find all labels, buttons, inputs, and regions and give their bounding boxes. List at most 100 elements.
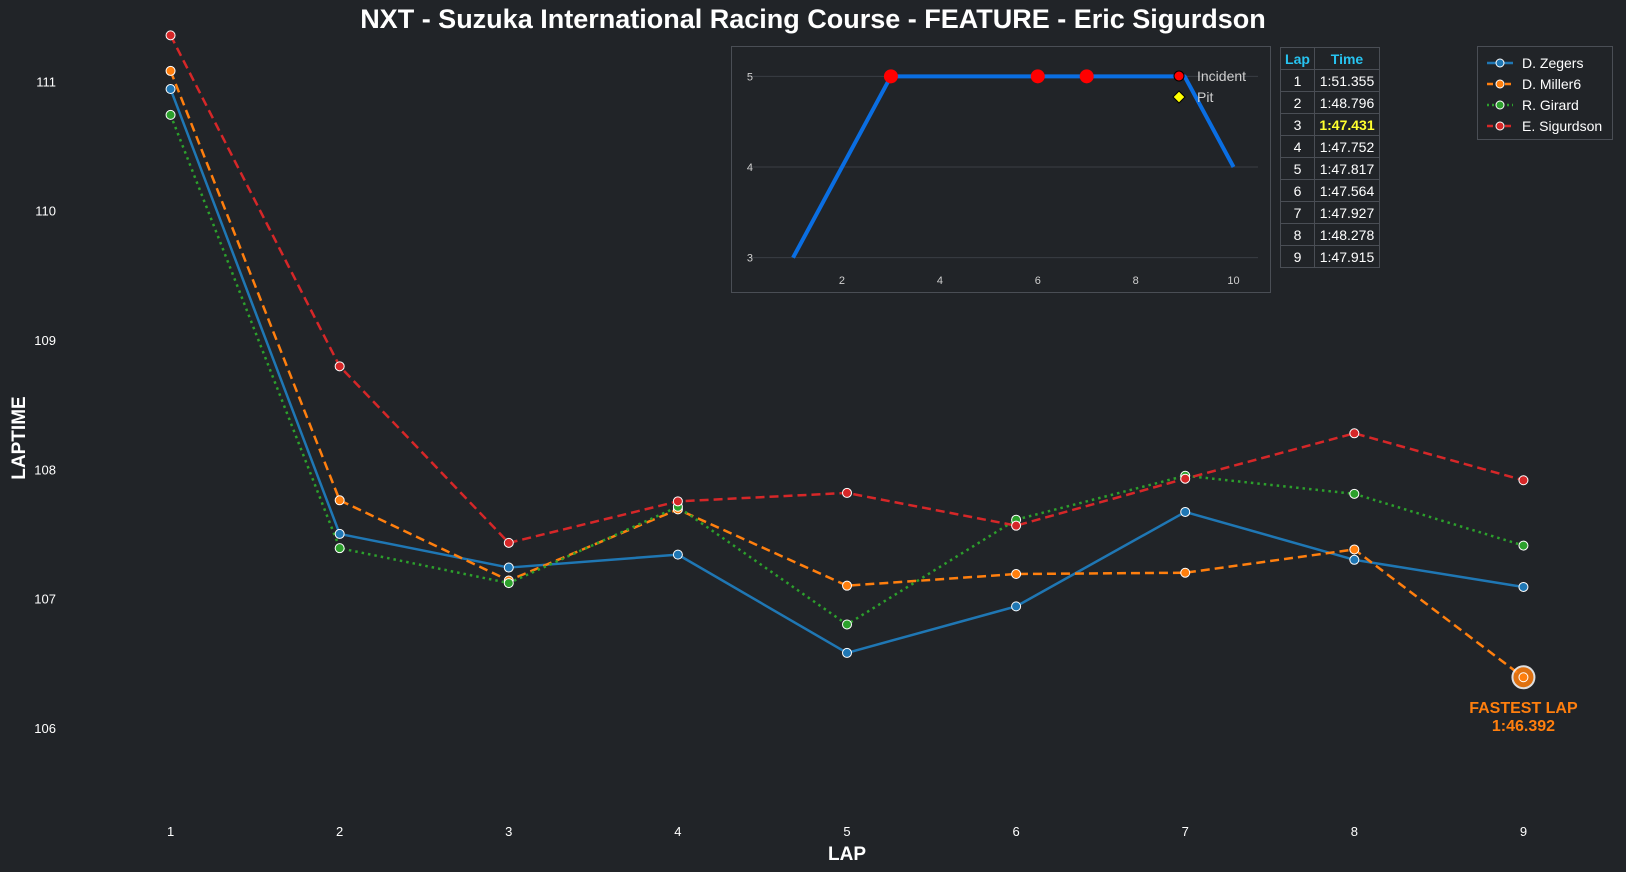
legend-label: D. Miller6	[1522, 76, 1582, 92]
inset-y-tick-label: 3	[747, 253, 753, 265]
incident-marker	[1030, 69, 1045, 84]
inset-position-chart: 3 4 5 2 4 6 8 10 Incident Pit	[747, 68, 1258, 287]
series-3-point	[503, 537, 514, 548]
inset-x-tick-label: 8	[1133, 275, 1139, 287]
incident-legend-icon	[1173, 70, 1185, 82]
lap-time-cell: 1:48.278	[1314, 223, 1380, 246]
series-2-point	[165, 109, 176, 120]
series-1-point	[842, 580, 852, 591]
legend-swatch	[1487, 58, 1513, 68]
lap-time-cell: 1:51.355	[1314, 69, 1380, 92]
lap-table-row: 2 1:48.796	[1280, 91, 1380, 114]
series-0-point	[165, 84, 176, 95]
series-3-point	[842, 487, 852, 498]
incident-legend-label: Incident	[1197, 68, 1246, 84]
lap-number-cell: 8	[1280, 223, 1315, 246]
series-2-point	[842, 619, 852, 630]
inset-x-tick-label: 6	[1035, 275, 1041, 287]
lap-table-row: 1 1:51.355	[1280, 69, 1380, 92]
lap-time-cell: 1:47.431	[1314, 113, 1380, 136]
y-tick-label: 106	[34, 721, 56, 736]
y-tick-label: 111	[36, 74, 56, 89]
y-tick-label: 109	[34, 333, 56, 348]
legend-label: R. Girard	[1522, 97, 1579, 113]
x-tick-label: 4	[674, 824, 681, 839]
x-tick-label: 3	[505, 824, 512, 839]
x-axis-label: LAP	[828, 844, 866, 865]
lap-time-table: Lap Time 1 1:51.355 2 1:48.796 3 1:47.431 4 1:4…	[1280, 47, 1380, 268]
lap-table-header-time: Time	[1314, 47, 1380, 70]
x-tick-label: 6	[1012, 824, 1019, 839]
x-tick-label: 8	[1351, 824, 1358, 839]
series-1-point	[1180, 567, 1191, 578]
lap-table-body: 1 1:51.355 2 1:48.796 3 1:47.431 4 1:47.752 5 1:4…	[1280, 69, 1380, 268]
lap-time-cell: 1:48.796	[1314, 91, 1380, 114]
inset-y-tick-label: 4	[747, 162, 753, 174]
x-tick-label: 5	[843, 824, 850, 839]
lap-number-cell: 9	[1280, 245, 1315, 268]
series-0-point	[672, 549, 683, 560]
legend-item: R. Girard	[1486, 96, 1579, 114]
legend-item: E. Sigurdson	[1486, 117, 1602, 135]
y-tick-label: 110	[35, 204, 56, 219]
legend-label: E. Sigurdson	[1522, 118, 1603, 134]
inset-position-line	[791, 74, 1236, 259]
series-3-point	[1180, 473, 1191, 484]
inset-x-tick-label: 4	[937, 275, 943, 287]
legend: D. Zegers D. Miller6 R. Girard E. Sigurdson	[1477, 46, 1613, 140]
incident-marker	[883, 69, 898, 84]
x-tick-label: 7	[1182, 824, 1189, 839]
chart-title: NXT - Suzuka International Racing Course…	[360, 4, 1266, 34]
legend-swatch	[1487, 121, 1513, 131]
series-0-point	[842, 647, 852, 658]
series-1-point	[165, 65, 176, 76]
series-2-point	[1349, 488, 1360, 499]
series-2-point	[1518, 540, 1529, 551]
lap-time-cell: 1:47.915	[1314, 245, 1380, 268]
series-1-point	[1011, 569, 1022, 580]
series-0-point	[1011, 601, 1022, 612]
y-axis-label: LAPTIME	[9, 396, 30, 479]
series-0-point	[1180, 506, 1191, 517]
lap-table-row: 7 1:47.927	[1280, 201, 1380, 224]
incident-marker	[1079, 69, 1094, 84]
fastest-lap-time: 1:46.392	[1492, 718, 1555, 735]
lap-number-cell: 7	[1280, 201, 1315, 224]
series-3-point	[1349, 428, 1360, 439]
legend-item: D. Zegers	[1486, 54, 1583, 72]
inset-y-tick-label: 5	[747, 71, 753, 83]
lap-number-cell: 4	[1280, 135, 1315, 158]
series-0-point	[334, 528, 345, 539]
legend-label: D. Zegers	[1522, 55, 1584, 71]
series-line-1	[169, 70, 1525, 679]
inset-x-tick-label: 2	[839, 275, 845, 287]
lap-table-row: 6 1:47.564	[1280, 179, 1380, 202]
lap-table-row: 9 1:47.915	[1280, 245, 1380, 268]
y-tick-label: 107	[34, 592, 56, 607]
lap-time-cell: 1:47.927	[1314, 201, 1380, 224]
series-2-point	[334, 543, 345, 554]
series-2-point	[503, 578, 514, 589]
x-tick-label: 9	[1520, 824, 1527, 839]
series-0-point	[503, 562, 514, 573]
series-3-point	[334, 361, 345, 372]
lap-time-cell: 1:47.817	[1314, 157, 1380, 180]
lap-time-cell: 1:47.564	[1314, 179, 1380, 202]
inset-panel	[731, 46, 1271, 293]
pit-legend-label: Pit	[1197, 89, 1213, 105]
legend-swatch	[1487, 79, 1513, 89]
x-tick-label: 2	[336, 824, 343, 839]
lap-number-cell: 5	[1280, 157, 1315, 180]
series-1-point	[1518, 672, 1529, 683]
legend-swatch	[1487, 100, 1513, 110]
lap-number-cell: 6	[1280, 179, 1315, 202]
series-0-point	[1518, 581, 1529, 592]
series-1-point	[334, 495, 345, 506]
lap-table-row: 5 1:47.817	[1280, 157, 1380, 180]
lap-number-cell: 2	[1280, 91, 1315, 114]
x-tick-label: 1	[167, 824, 174, 839]
legend-item: D. Miller6	[1486, 75, 1581, 93]
lap-time-cell: 1:47.752	[1314, 135, 1380, 158]
